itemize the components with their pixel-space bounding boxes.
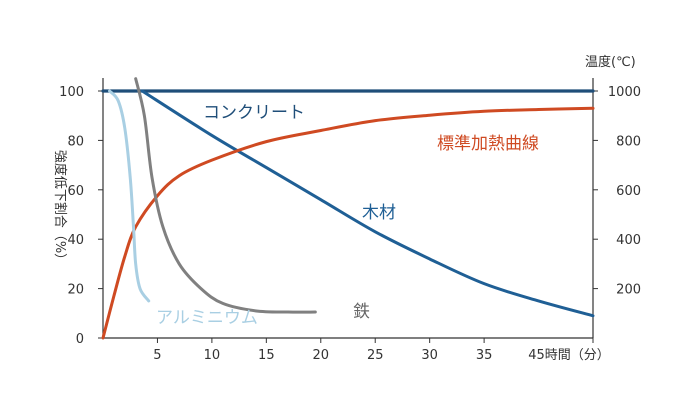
series-line-2 — [101, 106, 595, 340]
y-left-tick-label: 0 — [76, 332, 84, 347]
y-left-tick-label: 60 — [67, 184, 84, 199]
series-label-concrete: コンクリート — [203, 103, 305, 123]
series-line-4 — [134, 77, 317, 314]
y-right-tick-label: 800 — [616, 134, 641, 149]
series-line-1 — [140, 89, 595, 318]
x-tick-label: 20 — [313, 348, 330, 363]
y-right-tick-label: 400 — [616, 233, 641, 248]
x-tick-label: 30 — [421, 348, 438, 363]
series-line-3 — [108, 89, 151, 303]
series-label-iron: 鉄 — [353, 302, 370, 322]
x-tick-label: 45時間（分） — [528, 348, 610, 363]
x-tick-label: 25 — [367, 348, 384, 363]
axes — [102, 78, 594, 339]
y-right-axis-title: 温度(℃) — [585, 54, 636, 70]
y-left-tick-label: 100 — [59, 85, 84, 100]
series-label-wood: 木材 — [362, 203, 396, 223]
ticks: 5 10 15 20 25 30 35 45時間（分）10080604020010008006… — [59, 85, 641, 363]
x-tick-label: 10 — [204, 348, 221, 363]
series-label-standard-heating-curve: 標準加熱曲線 — [437, 134, 539, 154]
series-label-aluminum: アルミニウム — [156, 308, 258, 328]
x-tick-label: 5 — [153, 348, 161, 363]
y-left-tick-label: 80 — [67, 134, 84, 149]
x-tick-label: 35 — [476, 348, 493, 363]
y-right-tick-label: 1000 — [608, 85, 641, 100]
labels: 温度(℃) 強度低下割合（%） コンクリート 木材 標準加熱曲線 アルミニウム … — [52, 54, 636, 328]
series-group — [101, 77, 595, 340]
x-tick-label: 15 — [258, 348, 275, 363]
y-right-tick-label: 200 — [616, 283, 641, 298]
y-left-axis-title: 強度低下割合（%） — [52, 150, 68, 266]
y-left-tick-label: 20 — [67, 283, 84, 298]
y-left-tick-label: 40 — [67, 233, 84, 248]
y-right-tick-label: 600 — [616, 184, 641, 199]
